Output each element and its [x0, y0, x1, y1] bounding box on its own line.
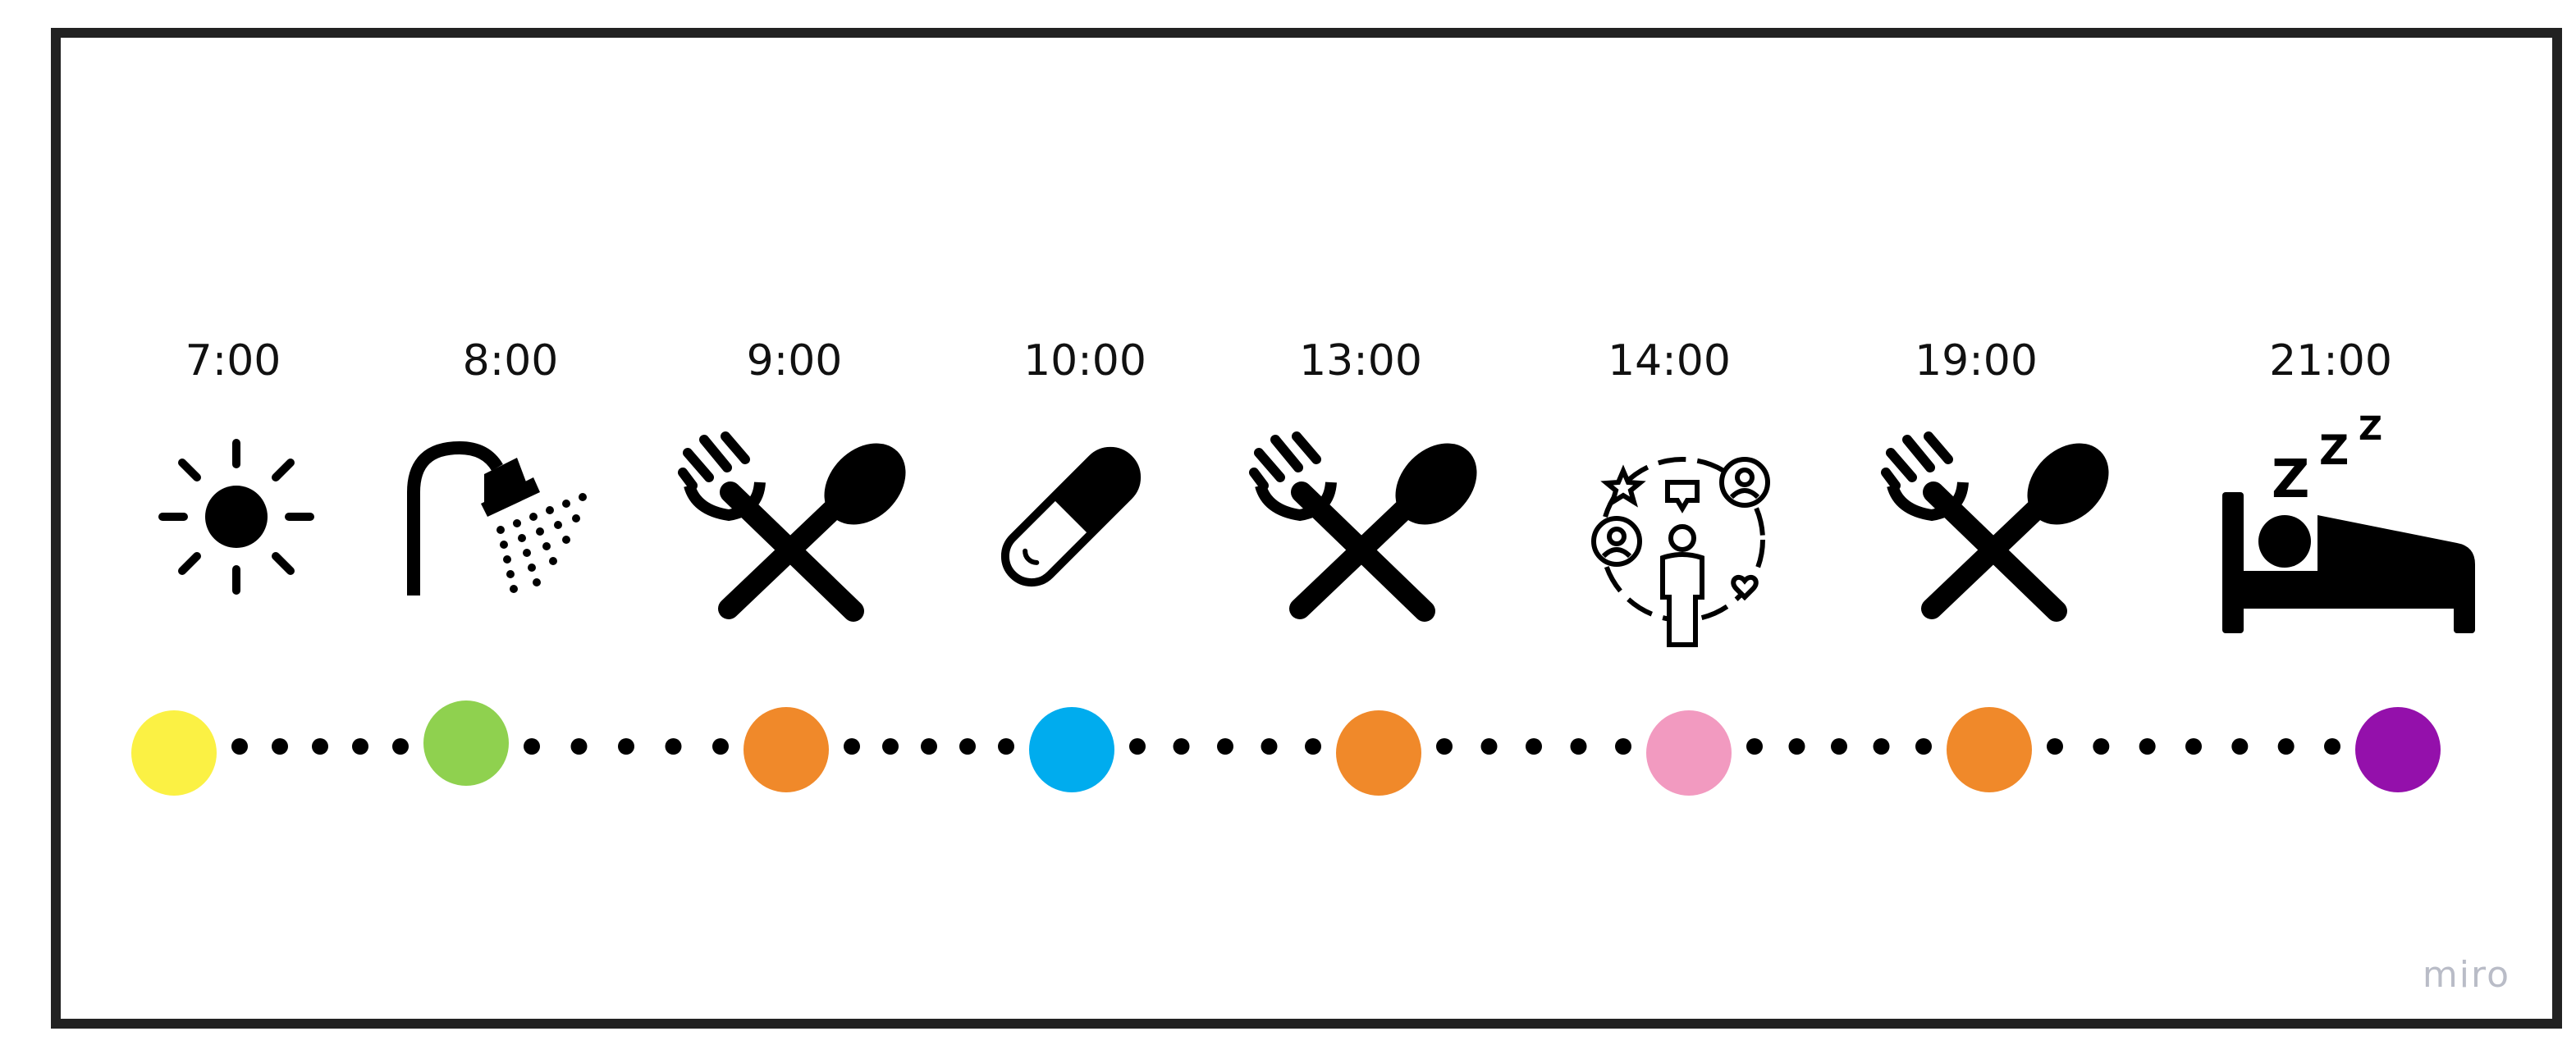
social-network-icon	[1584, 449, 1781, 647]
timeline-dot	[921, 738, 937, 755]
sleep-z-large: Z	[2272, 449, 2309, 510]
timeline-dot	[352, 738, 368, 755]
timeline-dot	[712, 738, 729, 755]
timeline-dot	[844, 738, 860, 755]
miro-logo: miro	[2422, 954, 2510, 996]
sleeping-bed-icon: Z Z Z	[2219, 410, 2482, 640]
timeline-dot	[392, 738, 409, 755]
timeline-dot	[1746, 738, 1763, 755]
timeline-dot	[570, 738, 588, 755]
time-label-13: 13:00	[1299, 336, 1422, 386]
fork-spoon-icon-19	[1881, 431, 2114, 623]
time-label-9: 9:00	[746, 336, 843, 386]
timeline-dot	[1615, 738, 1631, 755]
timeline-marker-2	[744, 707, 829, 792]
sleep-z-medium: Z	[2319, 427, 2349, 474]
timeline-dot	[1305, 738, 1321, 755]
sun-icon	[154, 435, 318, 599]
time-label-10: 10:00	[1023, 336, 1146, 386]
timeline-marker-1	[423, 700, 509, 786]
timeline-marker-5	[1646, 710, 1732, 796]
timeline-dot	[618, 738, 634, 755]
timeline-dot	[2185, 738, 2202, 755]
timeline-dot	[524, 738, 540, 755]
timeline-dot	[1480, 738, 1498, 755]
timeline-dot	[2231, 738, 2249, 755]
timeline-dot	[2277, 738, 2295, 755]
pill-icon	[993, 443, 1149, 591]
timeline-dot	[1570, 738, 1587, 755]
timeline-marker-6	[1947, 707, 2032, 792]
fork-spoon-icon-13	[1249, 431, 1482, 623]
timeline-dot	[2139, 738, 2156, 755]
timeline-dot	[231, 738, 248, 755]
shower-icon	[402, 435, 599, 599]
timeline-dot	[1873, 738, 1890, 755]
timeline-marker-4	[1336, 710, 1421, 796]
timeline-dot	[959, 738, 976, 755]
timeline-dot	[1261, 738, 1278, 755]
timeline-marker-7	[2355, 707, 2441, 792]
time-label-8: 8:00	[462, 336, 559, 386]
timeline-dot	[1915, 738, 1932, 755]
timeline-dot	[2047, 738, 2063, 755]
timeline-dot	[998, 738, 1014, 755]
timeline-dot	[882, 738, 899, 755]
fork-spoon-icon-9	[678, 431, 911, 623]
timeline-dot	[665, 738, 682, 755]
time-label-7: 7:00	[185, 336, 281, 386]
timeline-dot	[1436, 738, 1453, 755]
timeline-dot	[2324, 738, 2340, 755]
sleep-z-small: Z	[2359, 410, 2382, 448]
timeline-dot	[1173, 738, 1190, 755]
board-frame	[51, 28, 2562, 1029]
timeline-marker-3	[1029, 707, 1114, 792]
timeline-dot	[2093, 738, 2110, 755]
timeline-dot	[312, 738, 328, 755]
timeline-dot	[1217, 738, 1233, 755]
timeline-dot	[1831, 738, 1847, 755]
timeline-dot	[1526, 738, 1542, 755]
time-label-19: 19:00	[1915, 336, 2038, 386]
timeline-marker-0	[131, 710, 217, 796]
timeline-dot	[272, 738, 288, 755]
timeline-dot	[1788, 738, 1805, 755]
time-label-14: 14:00	[1608, 336, 1731, 386]
timeline-dot	[1129, 738, 1146, 755]
time-label-21: 21:00	[2269, 336, 2392, 386]
